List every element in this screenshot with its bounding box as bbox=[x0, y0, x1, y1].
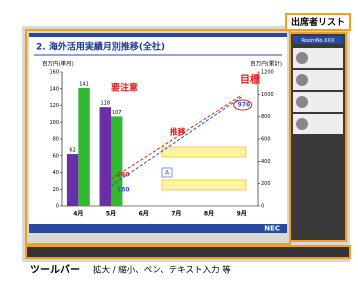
room-label: RoomNo.XXX bbox=[302, 38, 335, 44]
annotation: 推移 bbox=[170, 127, 186, 137]
y2-tick-label: 600 bbox=[261, 137, 271, 143]
y2-axis-label: 百万円(累計) bbox=[250, 60, 282, 68]
x-tick-label: 4月 bbox=[73, 210, 83, 218]
attendee-label: 出席者リスト bbox=[291, 16, 345, 28]
avatar bbox=[296, 118, 308, 130]
bar bbox=[67, 154, 78, 206]
x-tick-label: 7月 bbox=[171, 210, 181, 218]
y-tick-label: 80 bbox=[53, 137, 59, 143]
bar bbox=[100, 107, 111, 206]
bar-label: 141 bbox=[79, 81, 89, 87]
bar bbox=[78, 88, 89, 206]
y2-tick-label: 1200 bbox=[261, 70, 274, 76]
y-tick-label: 40 bbox=[53, 170, 59, 176]
y-tick-label: 0 bbox=[56, 204, 59, 210]
line-label: 976 bbox=[238, 102, 251, 109]
y2-tick-label: 0 bbox=[261, 204, 264, 210]
bar-label: 118 bbox=[101, 101, 111, 107]
y-tick-label: 120 bbox=[49, 103, 59, 109]
y2-tick-label: 200 bbox=[261, 181, 271, 187]
toolbar-desc: 拡大 / 縮小、ペン、テキスト入力 等 bbox=[93, 265, 231, 276]
slide-footer bbox=[29, 224, 287, 233]
avatar bbox=[296, 96, 308, 108]
line-label: 240 bbox=[117, 172, 130, 179]
annotation: 要注意 bbox=[111, 82, 138, 94]
y-axis-label: 百万円(単月) bbox=[42, 60, 74, 68]
y-tick-label: 20 bbox=[53, 187, 59, 193]
x-tick-label: 5月 bbox=[106, 210, 116, 218]
avatar bbox=[296, 74, 308, 86]
bar-label: 62 bbox=[69, 148, 75, 154]
toolbar-label: ツールバー bbox=[30, 264, 80, 276]
y-tick-label: 140 bbox=[49, 86, 59, 92]
page: NEC 2. 海外活用実績月別推移(全社) 百万円(単月) 百万円(累計) 出席… bbox=[0, 0, 358, 294]
toolbar[interactable] bbox=[26, 246, 350, 258]
slide-top-bar bbox=[29, 33, 287, 37]
y2-tick-label: 800 bbox=[261, 114, 271, 120]
bar-label: 107 bbox=[112, 110, 122, 116]
x-tick-label: 9月 bbox=[237, 210, 247, 218]
y2-tick-label: 400 bbox=[261, 159, 271, 165]
x-tick-label: 6月 bbox=[139, 210, 149, 218]
screenshot: NEC 2. 海外活用実績月別推移(全社) 百万円(単月) 百万円(累計) 出席… bbox=[0, 0, 358, 294]
y-tick-label: 160 bbox=[49, 70, 59, 76]
line-label: 180 bbox=[117, 186, 130, 193]
note-box bbox=[162, 147, 246, 157]
note-box bbox=[162, 180, 246, 190]
logo: NEC bbox=[264, 225, 280, 233]
y-tick-label: 60 bbox=[53, 153, 59, 159]
avatar bbox=[296, 52, 308, 64]
y2-tick-label: 1000 bbox=[261, 92, 274, 98]
annotation: 目標 bbox=[240, 73, 260, 86]
chart-title: 2. 海外活用実績月別推移(全社) bbox=[36, 41, 165, 53]
x-tick-label: 8月 bbox=[204, 210, 214, 218]
y-tick-label: 100 bbox=[49, 120, 59, 126]
